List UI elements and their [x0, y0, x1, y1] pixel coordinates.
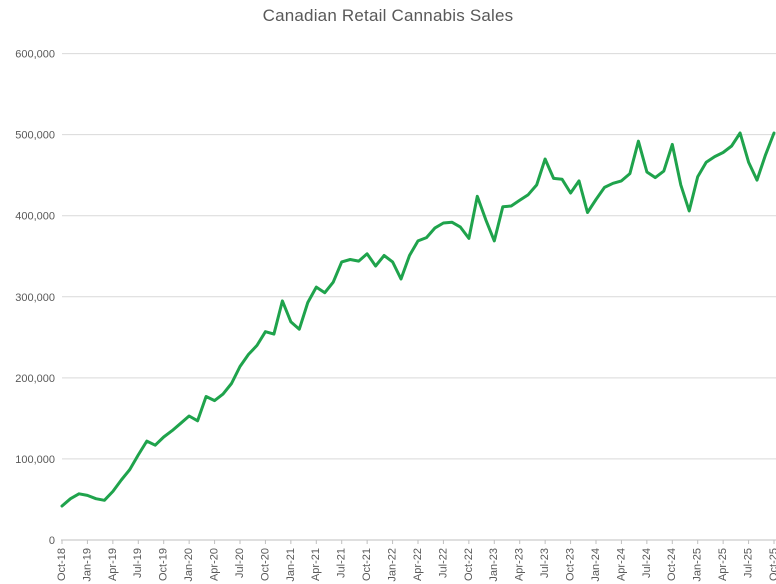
x-axis-label: Jan-23: [488, 548, 500, 582]
x-axis-label: Oct-23: [564, 548, 576, 581]
y-axis-label: 400,000: [15, 211, 55, 223]
x-axis-label: Oct-21: [361, 548, 373, 581]
x-axis-label: Apr-20: [208, 548, 220, 581]
y-axis-label: 500,000: [15, 130, 55, 142]
x-axis-label: Oct-25: [768, 548, 776, 581]
x-axis-label: Jul-21: [336, 548, 348, 578]
x-axis-label: Jul-19: [132, 548, 144, 578]
x-axis-label: Jul-24: [641, 548, 653, 578]
x-axis-label: Oct-20: [259, 548, 271, 581]
x-axis-label: Jan-24: [590, 548, 602, 582]
x-axis-label: Jan-21: [285, 548, 297, 582]
x-axis-label: Apr-23: [514, 548, 526, 581]
x-axis-label: Apr-21: [310, 548, 322, 581]
x-axis-label: Jul-20: [234, 548, 246, 578]
x-axis-label: Jul-22: [437, 548, 449, 578]
y-axis-label: 100,000: [15, 454, 55, 466]
y-axis-label: 300,000: [15, 292, 55, 304]
sales-line-series: [60, 131, 776, 508]
x-axis-label: Apr-22: [412, 548, 424, 581]
x-axis-label: Oct-24: [666, 548, 678, 581]
x-axis-label: Oct-18: [56, 548, 68, 581]
y-axis-label: 0: [49, 535, 55, 547]
x-axis-label: Apr-19: [107, 548, 119, 581]
x-axis-label: Apr-25: [717, 548, 729, 581]
x-axis-label: Oct-22: [463, 548, 475, 581]
x-axis-label: Jan-19: [81, 548, 93, 582]
x-axis-label: Jul-23: [539, 548, 551, 578]
x-axis-label: Jan-25: [692, 548, 704, 582]
x-axis-label: Jul-25: [742, 548, 754, 578]
x-axis-label: Oct-19: [158, 548, 170, 581]
x-axis-label: Jan-22: [386, 548, 398, 582]
y-axis-label: 600,000: [15, 49, 55, 61]
y-axis-label: 200,000: [15, 373, 55, 385]
x-axis-label: Jan-20: [183, 548, 195, 582]
x-axis-label: Apr-24: [615, 548, 627, 581]
chart-title: Canadian Retail Cannabis Sales: [262, 6, 514, 25]
